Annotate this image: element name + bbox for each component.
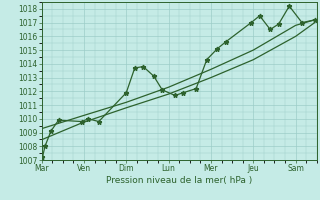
X-axis label: Pression niveau de la mer( hPa ): Pression niveau de la mer( hPa ) bbox=[106, 176, 252, 185]
